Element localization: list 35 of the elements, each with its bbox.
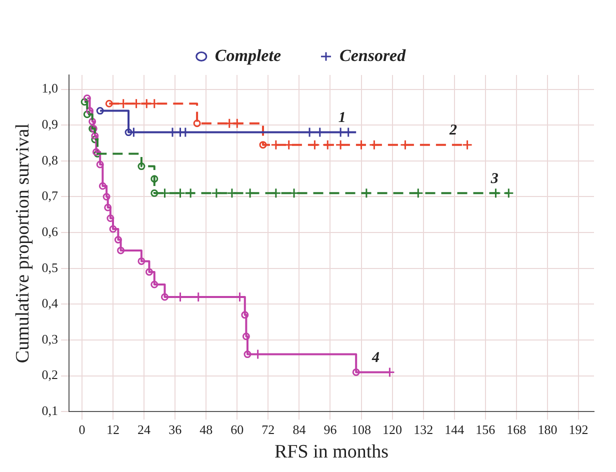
y-tick-label: 0,3 bbox=[42, 331, 58, 346]
x-tick-label: 60 bbox=[230, 422, 244, 437]
x-tick-label: 96 bbox=[324, 422, 338, 437]
annotation: 2 bbox=[448, 122, 458, 139]
y-axis-title: Cumulative proportion survival bbox=[12, 124, 34, 364]
x-tick-label: 132 bbox=[414, 422, 434, 437]
y-tick-label: 0,4 bbox=[42, 296, 59, 311]
y-tick-label: 0,8 bbox=[42, 152, 58, 168]
x-tick-label: 144 bbox=[444, 422, 465, 437]
x-tick-label: 48 bbox=[200, 422, 213, 437]
y-tick-label: 0,9 bbox=[42, 116, 58, 132]
legend-label: Censored bbox=[339, 46, 406, 65]
x-axis-title: RFS in months bbox=[274, 442, 389, 463]
x-tick-label: 12 bbox=[106, 422, 120, 437]
x-tick-label: 72 bbox=[262, 422, 275, 437]
x-tick-label: 84 bbox=[292, 422, 306, 437]
y-tick-label: 0,7 bbox=[42, 188, 59, 204]
annotation: 3 bbox=[490, 171, 499, 188]
y-tick-label: 1,0 bbox=[42, 80, 58, 96]
x-tick-label: 192 bbox=[568, 422, 588, 437]
y-tick-label: 0,6 bbox=[42, 224, 59, 239]
annotation: 4 bbox=[370, 350, 380, 366]
x-tick-label: 0 bbox=[78, 422, 86, 437]
y-tick-label: 0,5 bbox=[42, 260, 58, 275]
x-tick-label: 168 bbox=[506, 422, 526, 437]
x-tick-label: 108 bbox=[352, 422, 372, 437]
annotation: 1 bbox=[338, 110, 346, 126]
x-tick-label: 36 bbox=[168, 422, 182, 437]
x-tick-label: 120 bbox=[382, 422, 402, 437]
y-tick-label: 0,1 bbox=[42, 403, 58, 418]
x-tick-label: 180 bbox=[538, 422, 558, 437]
legend-label: Complete bbox=[214, 46, 282, 65]
x-tick-label: 156 bbox=[476, 422, 496, 437]
x-tick-label: 24 bbox=[138, 422, 152, 437]
y-tick-label: 0,2 bbox=[42, 367, 58, 382]
